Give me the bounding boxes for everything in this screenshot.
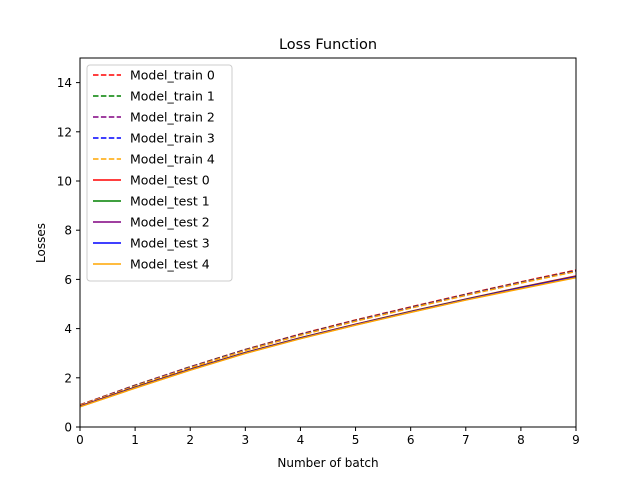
series-line-model-test-4 [79, 276, 577, 408]
y-tick-label: 4 [64, 322, 72, 336]
series-line-model-test-0 [79, 275, 577, 407]
series-line-model-train-4 [79, 270, 577, 407]
legend-label: Model_test 1 [130, 194, 210, 209]
legend-label: Model_train 4 [130, 152, 215, 167]
y-tick-label: 6 [64, 273, 72, 287]
y-tick-label: 12 [57, 125, 72, 139]
x-tick-label: 4 [297, 433, 305, 447]
x-tick-label: 3 [242, 433, 250, 447]
series-line-model-test-3 [79, 276, 577, 408]
x-tick-label: 5 [352, 433, 360, 447]
x-tick-label: 2 [186, 433, 194, 447]
x-tick-label: 7 [462, 433, 470, 447]
legend-label: Model_train 3 [130, 131, 215, 146]
series-line-model-test-1 [79, 275, 577, 408]
legend-label: Model_train 2 [130, 110, 215, 125]
x-axis: 0 1 2 3 4 5 6 7 8 9 [76, 427, 580, 447]
y-tick-label: 2 [64, 371, 72, 385]
x-tick-label: 1 [131, 433, 139, 447]
x-tick-label: 8 [517, 433, 525, 447]
series-lines [79, 269, 577, 408]
legend-label: Model_train 0 [130, 68, 215, 83]
legend-label: Model_train 1 [130, 89, 215, 104]
legend: Model_train 0 Model_train 1 Model_train 2 M… [86, 64, 233, 282]
series-line-model-train-0 [79, 269, 577, 406]
y-tick-label: 14 [57, 76, 72, 90]
legend-label: Model_test 0 [130, 173, 210, 188]
legend-box [86, 64, 233, 282]
y-axis-label: Losses [34, 223, 48, 263]
legend-label: Model_test 3 [130, 236, 210, 251]
legend-label: Model_test 2 [130, 215, 210, 230]
y-tick-label: 10 [57, 175, 72, 189]
x-tick-label: 9 [572, 433, 580, 447]
legend-label: Model_test 4 [130, 257, 210, 272]
y-tick-label: 0 [64, 421, 72, 435]
y-axis: 0 2 4 6 8 10 12 14 [57, 76, 80, 435]
x-tick-label: 0 [76, 433, 84, 447]
plot-frame [79, 57, 577, 428]
x-axis-label: Number of batch [277, 456, 378, 470]
series-line-model-test-2 [79, 275, 577, 408]
chart-title: Loss Function [279, 37, 377, 53]
y-tick-label: 8 [64, 224, 72, 238]
x-tick-label: 6 [407, 433, 415, 447]
